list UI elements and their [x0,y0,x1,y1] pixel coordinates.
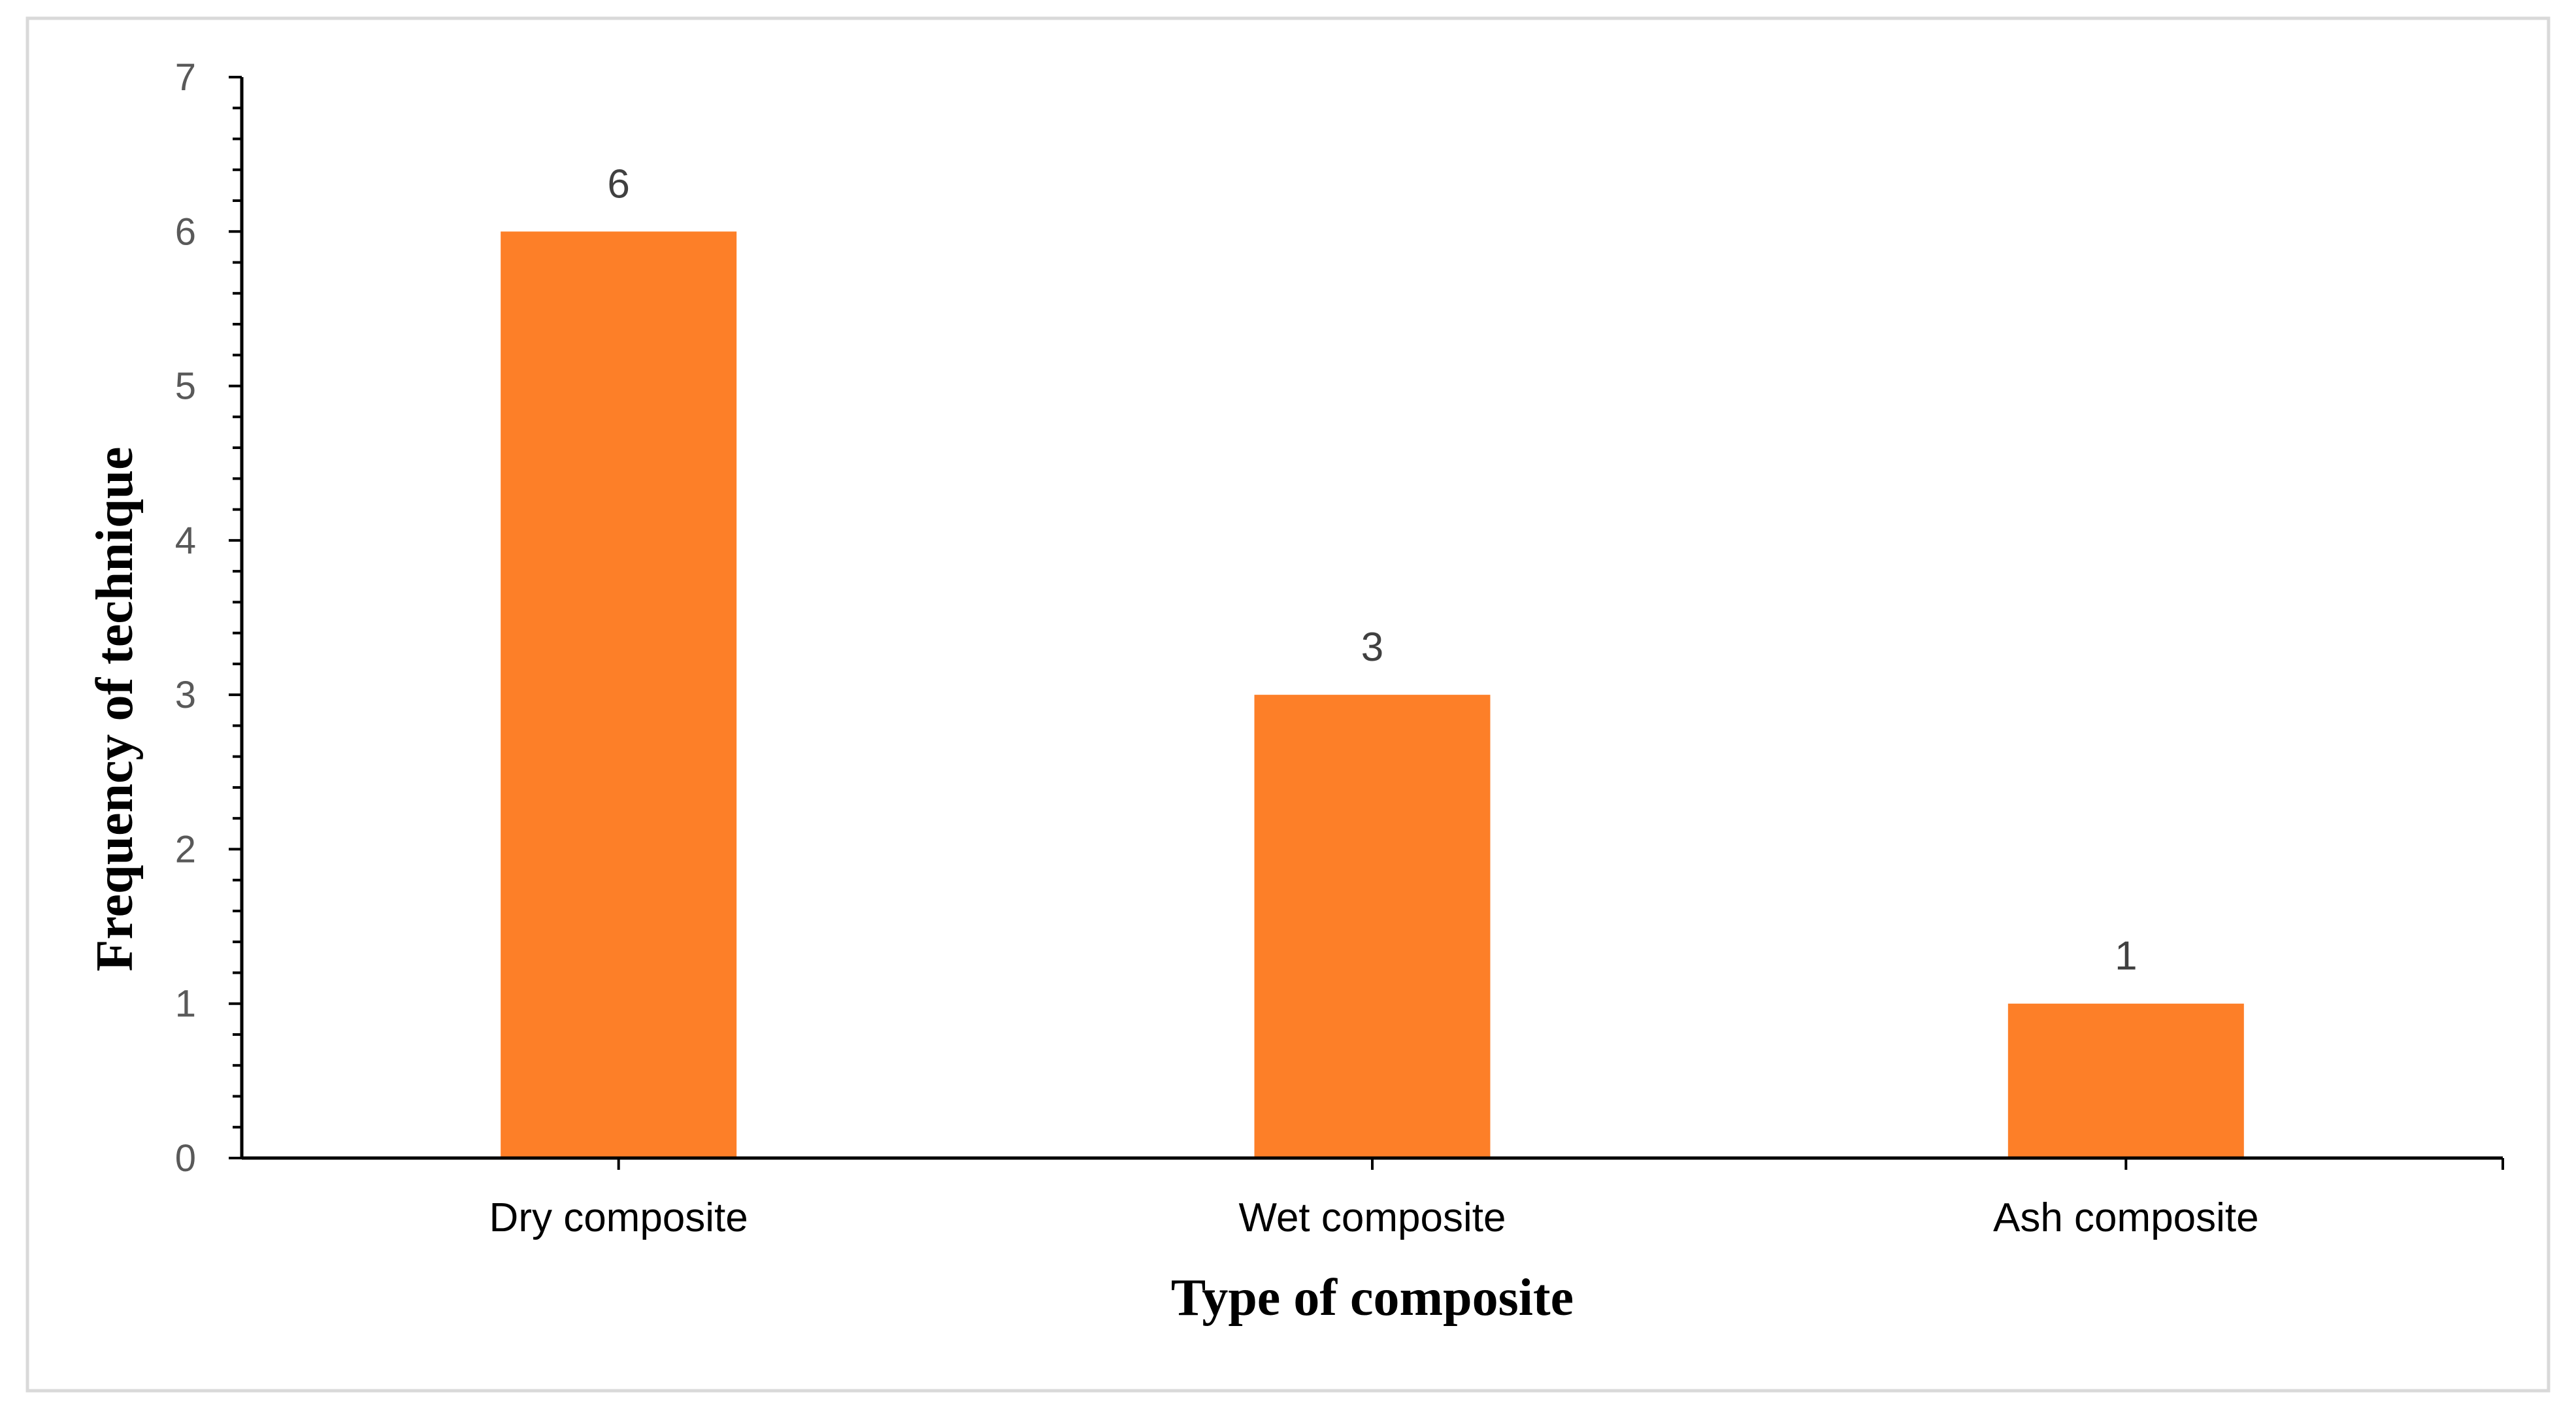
data-labels-layer: 6 3 1 [607,161,2137,978]
y-tick-label: 7 [175,56,196,99]
bar [1254,695,1491,1158]
bar [2007,1003,2244,1158]
data-label: 6 [607,161,629,207]
data-label: 1 [2115,934,2137,979]
bar [501,231,737,1159]
y-tick-labels-layer: 0 1 2 3 4 5 6 7 [175,56,196,1180]
x-tick-label: Ash composite [1993,1195,2259,1240]
x-tick-label: Wet composite [1239,1195,1506,1240]
x-ticks-layer [617,1158,2504,1170]
y-axis-title: Frequency of technique [86,447,144,972]
y-tick-label: 2 [175,828,196,870]
bars-layer [501,231,2244,1159]
y-tick-label: 4 [175,520,196,562]
y-tick-label: 1 [175,983,196,1025]
x-tick-label: Dry composite [489,1195,748,1240]
data-label: 3 [1361,625,1383,670]
y-ticks-layer [229,76,242,1159]
x-axis-title: Type of composite [1171,1269,1574,1327]
y-tick-label: 5 [175,365,196,408]
y-tick-label: 3 [175,674,196,716]
x-tick-labels-layer: Dry composite Wet composite Ash composite [489,1195,2259,1240]
y-tick-label: 6 [175,210,196,253]
y-tick-label: 0 [175,1137,196,1180]
